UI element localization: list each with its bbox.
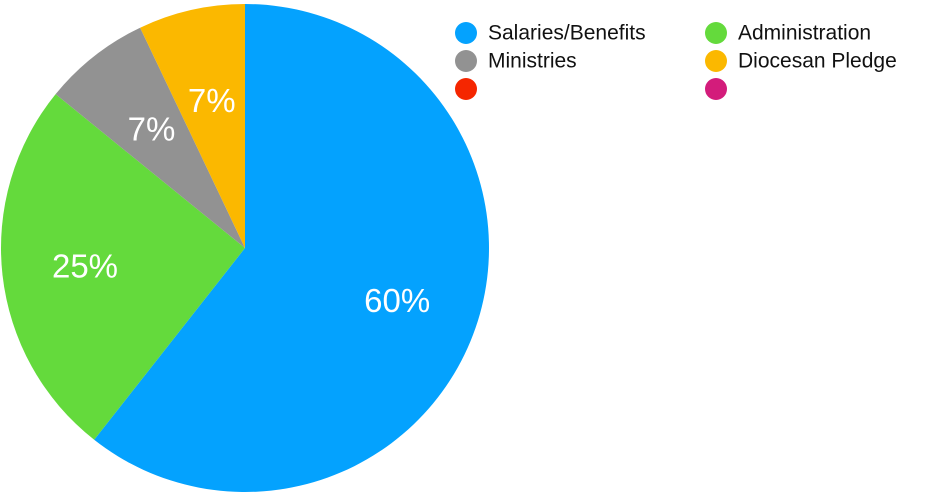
legend-swatch-unnamed-6	[705, 78, 727, 100]
pie-slice-ministries	[55, 27, 246, 248]
legend-swatch-ministries	[455, 50, 477, 72]
pie-slice-administration	[1, 94, 245, 440]
legend-label-ministries: Ministries	[488, 50, 577, 73]
legend-swatch-unnamed-5	[455, 78, 477, 100]
pie-slice-diocesan-pledge	[140, 4, 245, 248]
pie-slices	[1, 4, 489, 492]
slice-label-salaries-benefits: 60%	[364, 282, 430, 319]
slice-label-administration: 25%	[52, 247, 118, 284]
legend-swatch-administration	[705, 22, 727, 44]
legend-label-administration: Administration	[738, 22, 871, 45]
legend-swatch-diocesan-pledge	[705, 50, 727, 72]
pie-slice-labels: 60% 25% 7% 7%	[52, 82, 430, 319]
legend-swatch-salaries-benefits	[455, 22, 477, 44]
pie-slice-salaries-benefits	[94, 4, 489, 492]
slice-label-diocesan-pledge: 7%	[188, 82, 236, 119]
legend-label-diocesan-pledge: Diocesan Pledge	[738, 50, 897, 73]
slice-label-ministries: 7%	[128, 111, 176, 148]
legend-label-salaries-benefits: Salaries/Benefits	[488, 22, 646, 45]
legend: Salaries/Benefits Administration Ministrie…	[455, 22, 897, 100]
